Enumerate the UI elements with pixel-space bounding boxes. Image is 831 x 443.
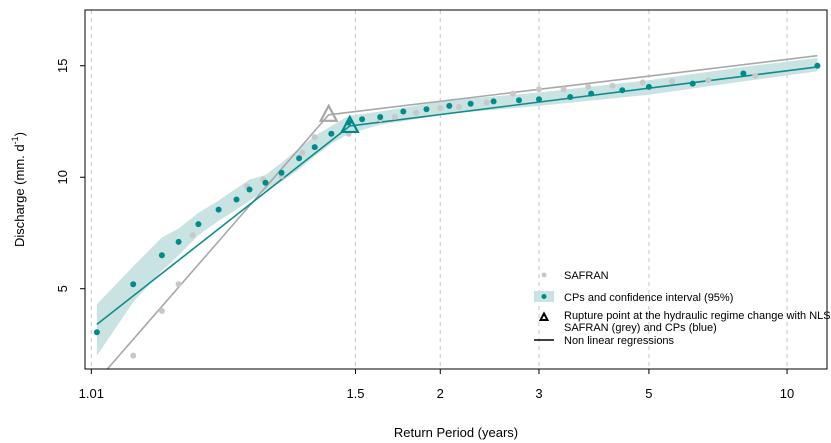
cps-point	[311, 144, 318, 151]
legend-rupture-label-2: SAFRAN (grey) and CPs (blue)	[564, 322, 717, 334]
cps-point	[467, 100, 474, 107]
safran-point	[130, 352, 137, 359]
rupture-layer	[318, 103, 360, 134]
safran-point	[175, 281, 182, 288]
safran-point	[609, 82, 616, 89]
safran-point	[437, 105, 444, 112]
x-tick-label: 2	[437, 386, 444, 401]
safran-point	[752, 72, 759, 79]
cps-point	[814, 62, 821, 69]
legend-rupture-symbol	[538, 311, 550, 321]
x-tick-label: 10	[780, 386, 794, 401]
cps-point	[215, 206, 222, 213]
cps-point	[262, 179, 269, 186]
y-axis-title: Discharge (mm. d-1)	[10, 132, 27, 247]
cps-point	[246, 186, 253, 193]
y-axis-title-close: )	[12, 132, 27, 136]
cps-point	[740, 70, 747, 77]
cps-point	[195, 221, 202, 228]
x-axis-title: Return Period (years)	[394, 425, 518, 440]
x-tick-label: 3	[535, 386, 542, 401]
legend-safran-symbol	[541, 272, 547, 278]
rupture-safran	[318, 103, 339, 122]
cps-point	[400, 108, 407, 115]
safran-point	[510, 90, 516, 97]
safran-point	[585, 83, 592, 90]
cps-point	[567, 94, 574, 100]
axis-layer: 1.01 1.5 2 3 5 10 5 10 15	[55, 59, 794, 401]
cps-point	[619, 87, 626, 94]
points-layer	[93, 62, 821, 359]
x-tick-label: 1.01	[79, 386, 104, 401]
cps-point	[689, 80, 696, 87]
cps-point	[296, 155, 303, 162]
legend-nls-label: Non linear regressions	[564, 335, 675, 347]
legend: SAFRAN CPs and confidence interval (95%)…	[534, 270, 831, 347]
safran-point	[189, 232, 196, 239]
cps-point	[359, 116, 366, 123]
legend-rupture-label: Rupture point at the hydraulic regime ch…	[564, 310, 831, 322]
y-tick-label: 10	[55, 170, 70, 184]
safran-point	[560, 86, 567, 93]
y-axis-title-sup: -1	[10, 136, 20, 144]
plot-frame	[84, 9, 828, 370]
legend-cps-symbol	[541, 294, 547, 299]
cps-point	[423, 106, 430, 113]
cps-point	[233, 196, 240, 203]
safran-point	[391, 114, 398, 120]
cps-point	[158, 252, 165, 259]
cps-point	[93, 329, 100, 336]
cps-point	[278, 169, 285, 176]
rupture-cps	[339, 114, 360, 134]
cps-point	[377, 114, 384, 120]
cps-point	[588, 90, 595, 97]
safran-point	[158, 308, 165, 314]
cps-point	[446, 102, 453, 109]
y-axis-title-main: Discharge (mm. d	[12, 144, 27, 247]
cps-point	[645, 83, 652, 90]
safran-point	[299, 149, 306, 156]
safran-point	[536, 86, 542, 93]
legend-safran-label: SAFRAN	[564, 270, 609, 282]
safran-point	[639, 79, 646, 86]
cps-point	[175, 238, 182, 245]
safran-point	[483, 99, 490, 106]
cps-point	[328, 130, 335, 137]
y-tick-label: 5	[55, 285, 70, 292]
y-tick-label: 15	[55, 59, 70, 73]
safran-point	[413, 109, 420, 116]
regression-cps	[96, 66, 818, 326]
cps-point	[536, 96, 542, 103]
legend-cps-label: CPs and confidence interval (95%)	[564, 292, 733, 304]
cps-point	[516, 97, 522, 104]
x-tick-label: 5	[645, 386, 652, 401]
safran-point	[456, 104, 463, 110]
safran-point	[669, 78, 676, 85]
x-tick-label: 1.5	[346, 386, 364, 401]
cps-point	[130, 281, 137, 288]
safran-point	[705, 77, 712, 84]
safran-point	[311, 134, 318, 141]
cps-point	[490, 98, 497, 105]
